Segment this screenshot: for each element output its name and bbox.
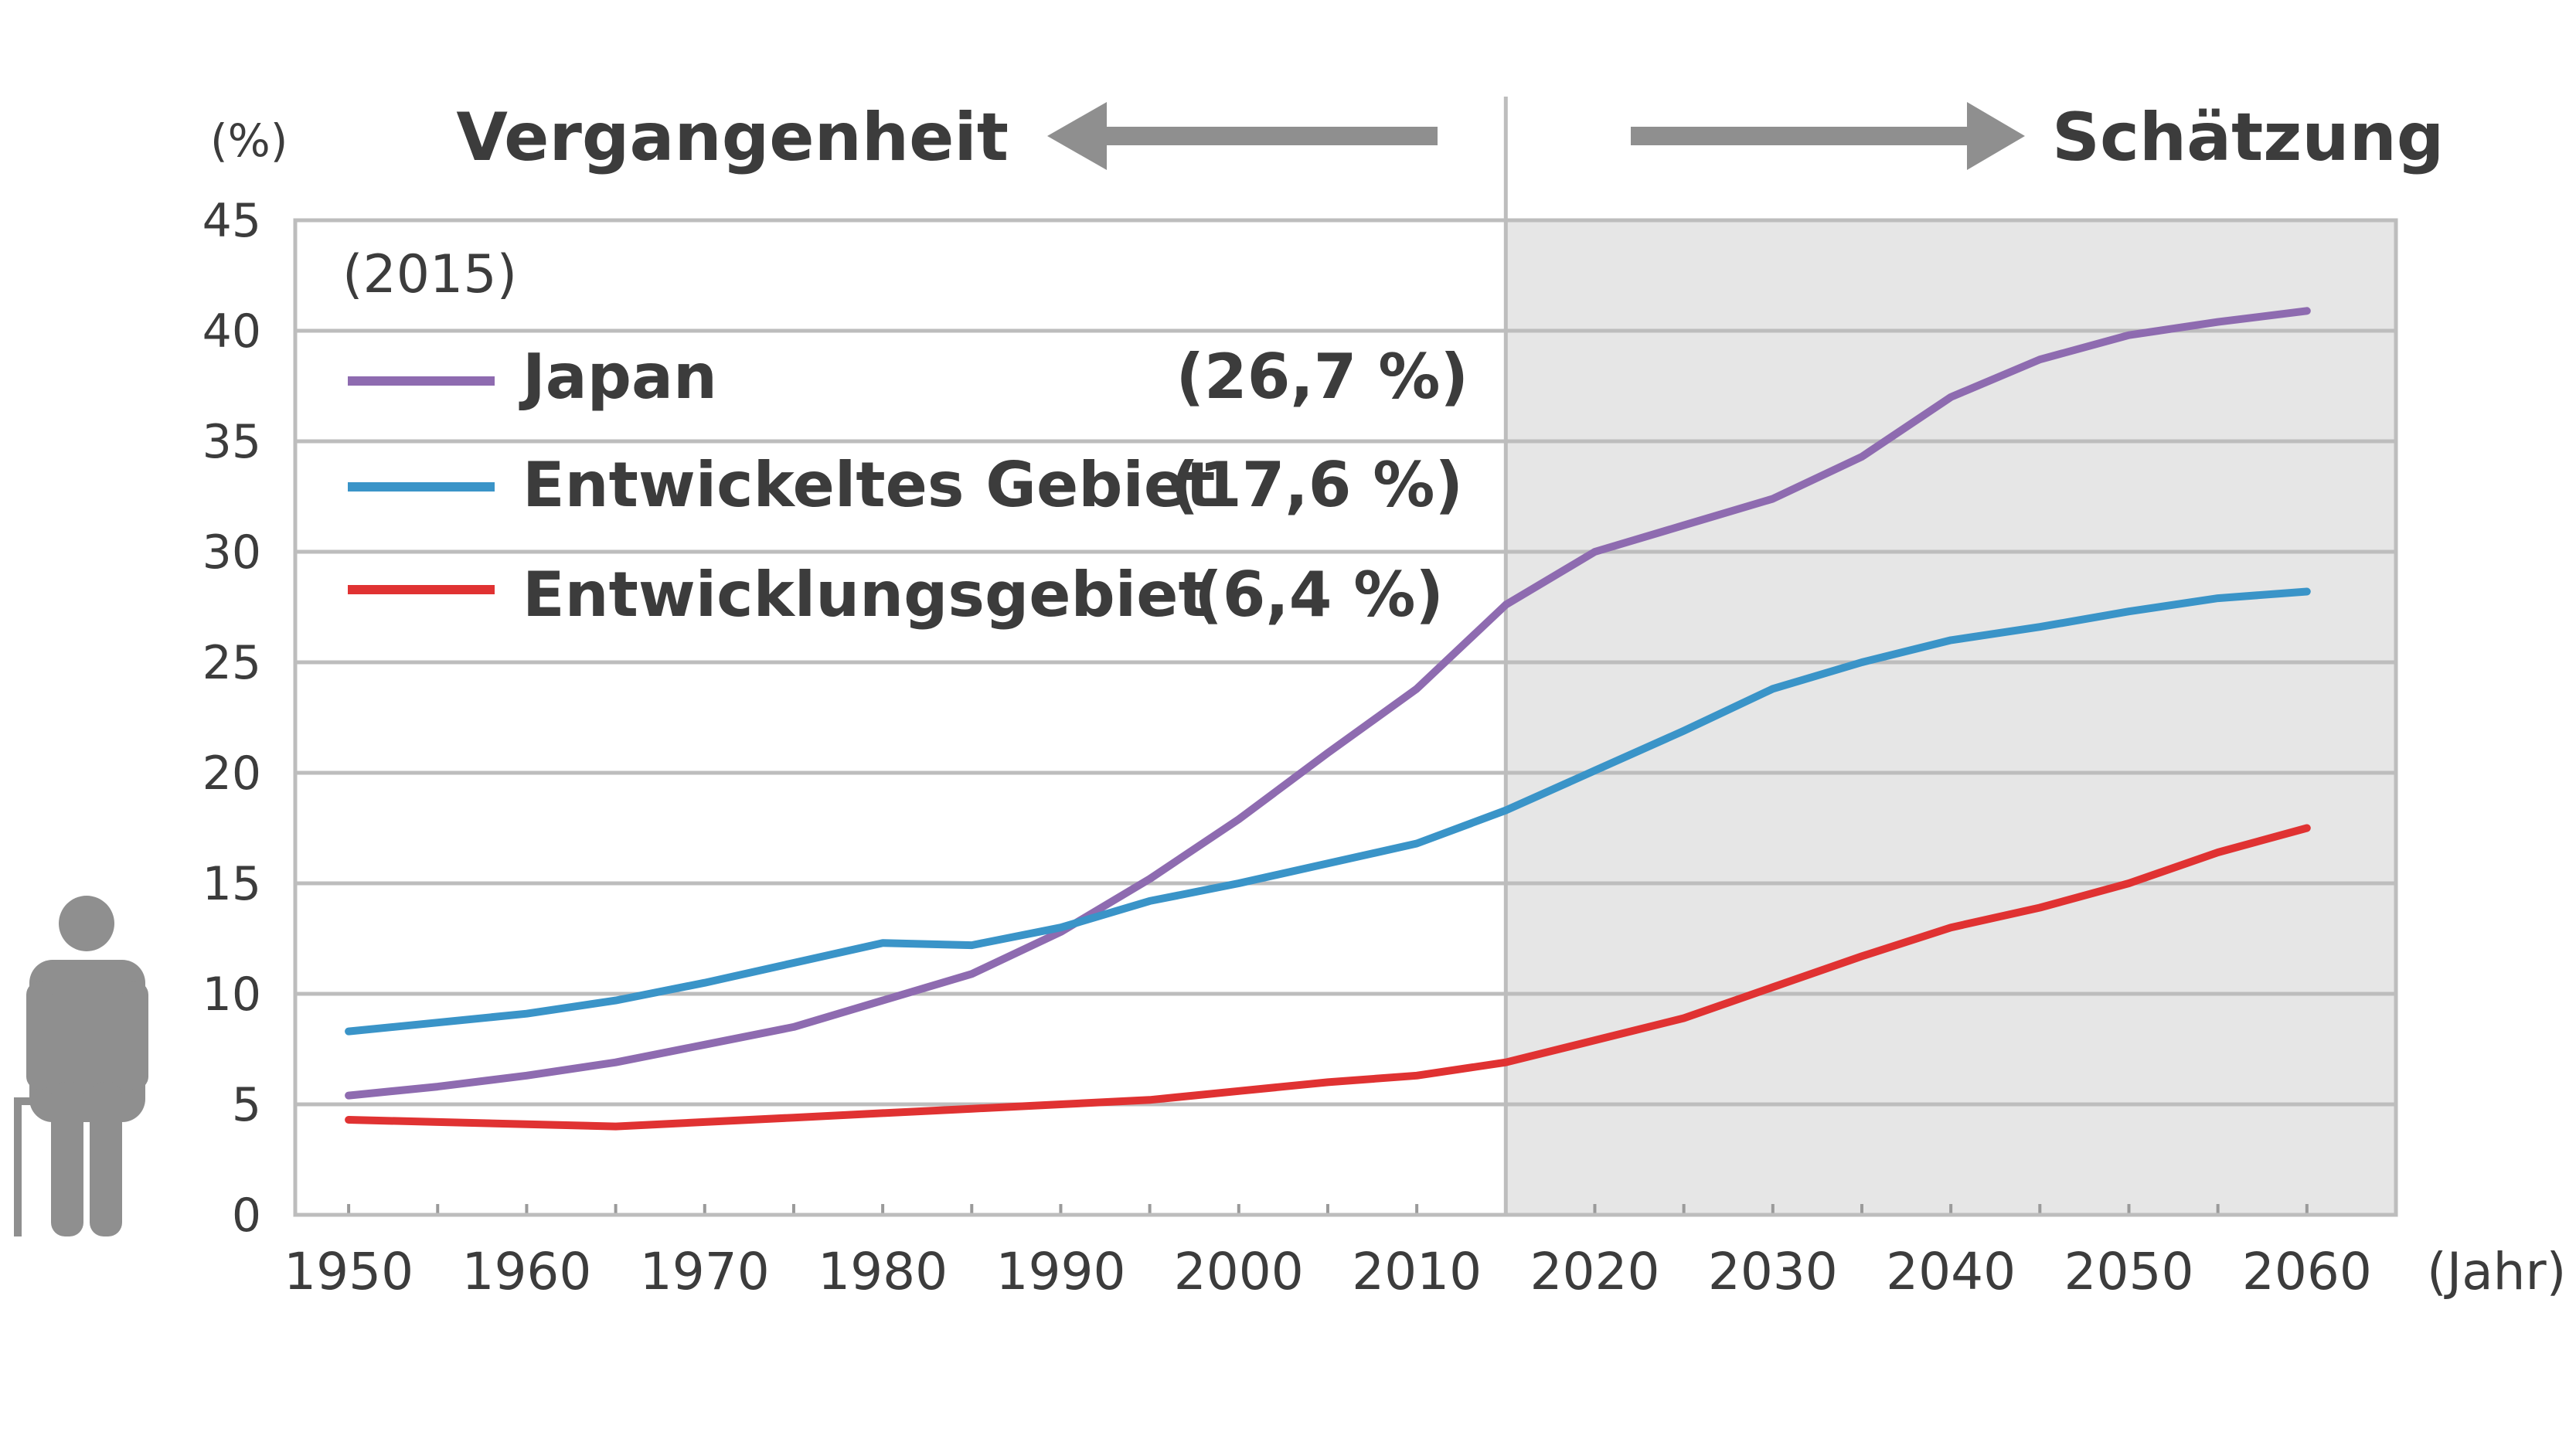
forecast-region	[1506, 220, 2396, 1215]
arrow-right-icon	[1631, 102, 2025, 170]
legend-label-developing: Entwicklungsgebiet	[522, 559, 1208, 631]
x-unit-label: (Jahr)	[2427, 1242, 2566, 1301]
elderly-person-icon	[14, 896, 148, 1236]
legend-label-japan: Japan	[519, 341, 717, 413]
x-tick-labels: 1950 1960 1970 1980 1990 2000 2010 2020 2030 2040…	[284, 1242, 2372, 1301]
series-line-developed	[345, 587, 2311, 1036]
forecast-label: Schätzung	[2052, 99, 2444, 176]
legend-value-developed: (17,6 %)	[1170, 449, 1463, 521]
x-tick-label-2030: 2030	[1708, 1242, 1838, 1301]
x-tick-label-2040: 2040	[1886, 1242, 2016, 1301]
x-tick-label-1970: 1970	[640, 1242, 770, 1301]
x-tick-label-2010: 2010	[1352, 1242, 1482, 1301]
x-tick-label-2000: 2000	[1174, 1242, 1304, 1301]
y-tick-label-5: 5	[232, 1078, 261, 1132]
legend: (2015) Japan (26,7 %) Entwickeltes Gebie…	[342, 244, 1468, 631]
x-tick-label-1980: 1980	[818, 1242, 948, 1301]
y-tick-label-0: 0	[232, 1189, 261, 1243]
legend-title: (2015)	[342, 244, 517, 305]
x-tick-label-2060: 2060	[2242, 1242, 2372, 1301]
series-lines	[345, 307, 2311, 1131]
y-tick-label-25: 25	[202, 636, 261, 690]
y-tick-label-15: 15	[202, 857, 261, 911]
series-line-developing	[345, 824, 2311, 1131]
legend-value-japan: (26,7 %)	[1176, 341, 1468, 413]
past-label: Vergangenheit	[456, 99, 1009, 176]
y-tick-label-35: 35	[202, 415, 261, 469]
x-tick-label-1950: 1950	[284, 1242, 413, 1301]
x-tick-label-1960: 1960	[461, 1242, 591, 1301]
legend-value-developing: (6,4 %)	[1194, 559, 1444, 631]
y-tick-label-45: 45	[202, 194, 261, 248]
y-tick-label-10: 10	[202, 968, 261, 1022]
y-tick-labels: 0 5 10 15 20 25 30 35 40 45	[202, 194, 261, 1243]
x-tick-label-2020: 2020	[1530, 1242, 1659, 1301]
y-tick-label-30: 30	[202, 526, 261, 580]
y-unit-label: (%)	[210, 114, 288, 167]
legend-label-developed: Entwickeltes Gebiet	[522, 449, 1215, 521]
arrow-left-icon	[1047, 102, 1438, 170]
y-tick-label-40: 40	[202, 304, 261, 359]
x-tick-label-1990: 1990	[995, 1242, 1125, 1301]
x-tick-label-2050: 2050	[2064, 1242, 2194, 1301]
y-tick-label-20: 20	[202, 747, 261, 801]
series-line-japan	[345, 307, 2311, 1100]
plot-frame	[293, 218, 2398, 1217]
